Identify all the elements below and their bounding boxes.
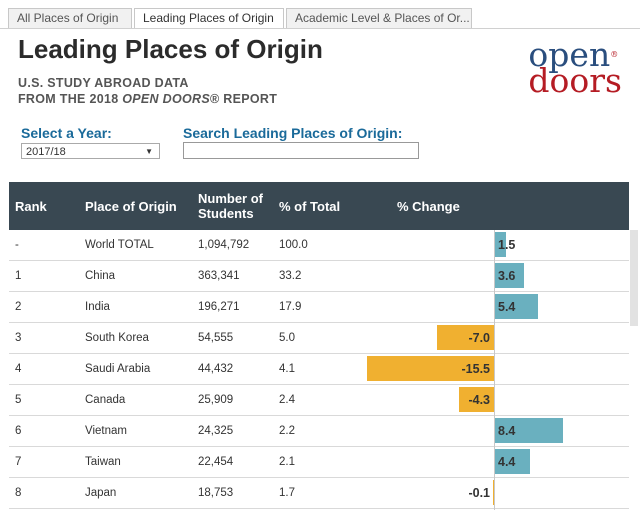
rank-cell: 4: [15, 363, 22, 375]
subtitle-line2: FROM THE 2018 OPEN DOORS® REPORT: [18, 92, 277, 106]
logo-open: open: [528, 35, 611, 74]
year-value: 2017/18: [26, 146, 66, 158]
zero-axis: [494, 230, 495, 510]
table-row[interactable]: 2 India 196,271 17.9 5.4: [9, 292, 629, 323]
change-bar: [436, 325, 494, 350]
rank-cell: 6: [15, 425, 22, 437]
students-cell: 25,909: [198, 394, 234, 406]
header-students[interactable]: Number of Students: [198, 182, 263, 230]
search-input[interactable]: [183, 142, 419, 159]
change-label: -7.0: [468, 331, 490, 345]
students-cell: 1,094,792: [198, 239, 250, 251]
change-label: 5.4: [498, 300, 516, 314]
pct-total-cell: 1.7: [279, 487, 295, 499]
origin-cell: Japan: [85, 487, 117, 499]
dropdown-arrow-icon: ▼: [145, 147, 153, 156]
pct-total-cell: 2.1: [279, 456, 295, 468]
origin-cell: Canada: [85, 394, 126, 406]
tab-divider: [0, 28, 640, 29]
change-bar: [494, 449, 531, 474]
pct-total-cell: 17.9: [279, 301, 302, 313]
rank-cell: 8: [15, 487, 22, 499]
header-rank[interactable]: Rank: [15, 198, 47, 214]
subtitle-line1: U.S. STUDY ABROAD DATA: [18, 76, 189, 90]
change-bar: [493, 480, 494, 505]
header-pct-change[interactable]: % Change: [397, 198, 460, 214]
rank-cell: 2: [15, 301, 22, 313]
change-label: 3.6: [498, 269, 516, 283]
year-label: Select a Year:: [21, 125, 112, 141]
change-bar: [494, 294, 539, 319]
origin-cell: Taiwan: [85, 456, 121, 468]
table-header: Rank Place of Origin Number of Students …: [9, 182, 629, 230]
change-bar: [366, 356, 494, 381]
pct-total-cell: 100.0: [279, 239, 308, 251]
students-cell: 54,555: [198, 332, 234, 344]
students-cell: 24,325: [198, 425, 234, 437]
tab-academic-level[interactable]: Academic Level & Places of Or...: [286, 8, 472, 28]
subtitle-suffix: ® REPORT: [209, 92, 278, 106]
pct-total-cell: 4.1: [279, 363, 295, 375]
origin-cell: South Korea: [85, 332, 149, 344]
pct-total-cell: 2.4: [279, 394, 295, 406]
rank-cell: -: [15, 239, 19, 251]
change-label: 1.5: [498, 238, 516, 252]
tab-all-places[interactable]: All Places of Origin: [8, 8, 132, 28]
scrollbar[interactable]: [630, 230, 638, 326]
search-label: Search Leading Places of Origin:: [183, 125, 403, 141]
table-row[interactable]: 8 Japan 18,753 1.7 -0.1: [9, 478, 629, 509]
year-select[interactable]: 2017/18 ▼: [21, 143, 160, 159]
change-label: -4.3: [468, 393, 490, 407]
table-row[interactable]: 7 Taiwan 22,454 2.1 4.4: [9, 447, 629, 478]
students-cell: 22,454: [198, 456, 234, 468]
change-bar: [494, 418, 563, 443]
logo-line1: open®: [528, 38, 622, 71]
students-cell: 18,753: [198, 487, 234, 499]
subtitle-prefix: FROM THE 2018: [18, 92, 123, 106]
origin-cell: Vietnam: [85, 425, 127, 437]
change-bar: [494, 263, 524, 288]
logo-reg: ®: [610, 50, 619, 59]
table-row[interactable]: 3 South Korea 54,555 5.0 -7.0: [9, 323, 629, 354]
header-pct-total[interactable]: % of Total: [279, 198, 341, 214]
rank-cell: 1: [15, 270, 22, 282]
logo-line2: doors: [528, 61, 622, 100]
pct-total-cell: 5.0: [279, 332, 295, 344]
rank-cell: 7: [15, 456, 22, 468]
change-label: 8.4: [498, 424, 516, 438]
origin-cell: China: [85, 270, 116, 282]
table-row[interactable]: 4 Saudi Arabia 44,432 4.1 -15.5: [9, 354, 629, 385]
origin-cell: World TOTAL: [85, 239, 154, 251]
header-origin[interactable]: Place of Origin: [85, 198, 177, 214]
pct-total-cell: 33.2: [279, 270, 302, 282]
subtitle-italic: OPEN DOORS: [122, 92, 210, 106]
header-students-line1: Number of: [198, 191, 263, 206]
tab-bar: All Places of Origin Leading Places of O…: [8, 8, 474, 28]
tab-leading-places[interactable]: Leading Places of Origin: [134, 8, 284, 28]
change-bar: [458, 387, 494, 412]
origin-cell: Saudi Arabia: [85, 363, 151, 375]
change-label: 4.4: [498, 455, 516, 469]
change-label: -15.5: [461, 362, 491, 376]
origin-cell: India: [85, 301, 110, 313]
rank-cell: 3: [15, 332, 22, 344]
table-row[interactable]: - World TOTAL 1,094,792 100.0 1.5: [9, 230, 629, 261]
header-students-line2: Students: [198, 206, 254, 221]
table-row[interactable]: 5 Canada 25,909 2.4 -4.3: [9, 385, 629, 416]
rank-cell: 5: [15, 394, 22, 406]
page-title: Leading Places of Origin: [18, 34, 323, 64]
table-row[interactable]: 1 China 363,341 33.2 3.6: [9, 261, 629, 292]
students-cell: 196,271: [198, 301, 240, 313]
change-bar: [494, 232, 507, 257]
table-row[interactable]: 6 Vietnam 24,325 2.2 8.4: [9, 416, 629, 447]
pct-total-cell: 2.2: [279, 425, 295, 437]
open-doors-logo: open® doors: [528, 38, 622, 100]
students-cell: 44,432: [198, 363, 234, 375]
students-cell: 363,341: [198, 270, 240, 282]
change-label: -0.1: [468, 486, 490, 500]
